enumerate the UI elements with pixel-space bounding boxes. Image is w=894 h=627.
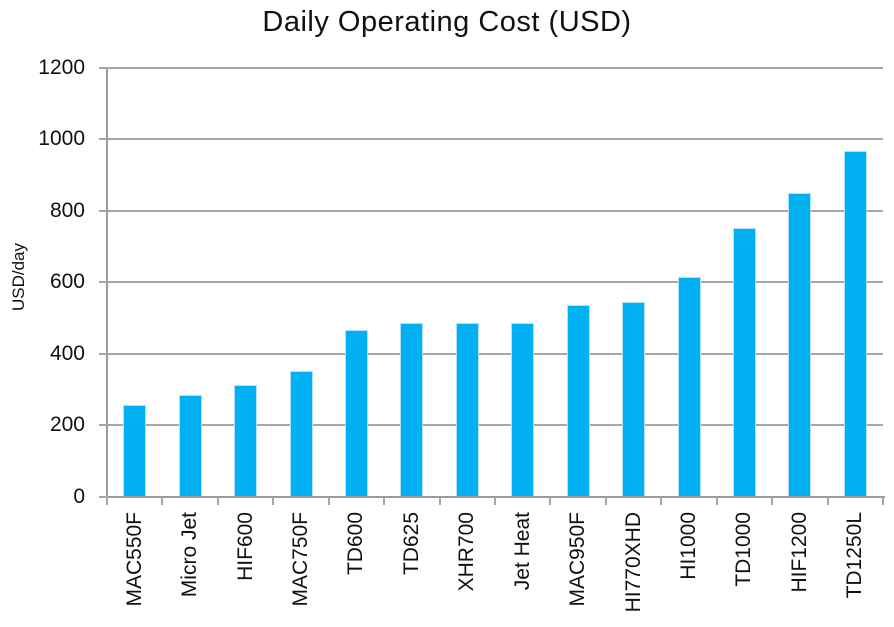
x-tick-4: [327, 497, 330, 505]
bar-HIF600: [234, 385, 258, 497]
x-category-label-TD1000: TD1000: [732, 512, 756, 587]
y-tick-label-800: 800: [49, 198, 85, 222]
x-tick-11: [715, 497, 718, 505]
y-tick-0: [99, 496, 108, 498]
bar-TD600: [344, 330, 368, 497]
y-tick-label-1000: 1000: [38, 127, 85, 151]
x-category-label-HI1000: HI1000: [677, 512, 700, 580]
y-tick-label-1200: 1200: [38, 55, 85, 79]
x-tick-12: [771, 497, 774, 505]
x-tick-0: [106, 497, 108, 505]
x-tick-8: [549, 497, 552, 505]
bar-HIF1200: [788, 192, 812, 497]
x-tick-3: [272, 497, 275, 505]
x-category-label-MAC550F: MAC550F: [122, 512, 146, 607]
x-category-label-TD1250L: TD1250L: [843, 512, 867, 599]
bar-TD1250L: [843, 150, 867, 497]
bar-XHR700: [455, 322, 479, 497]
x-tick-10: [660, 497, 663, 505]
y-tick-label-200: 200: [49, 413, 85, 437]
x-tick-2: [216, 497, 219, 505]
bar-MAC950F: [566, 305, 590, 497]
y-tick-label-0: 0: [73, 485, 85, 508]
y-tick-1200: [99, 66, 108, 69]
gridline-y-400: [107, 352, 883, 355]
gridline-y-800: [107, 209, 883, 212]
x-category-label-TD625: TD625: [399, 512, 423, 576]
y-tick-600: [99, 281, 108, 284]
x-category-label-Micro Jet: Micro Jet: [178, 512, 202, 598]
x-category-label-XHR700: XHR700: [455, 512, 479, 592]
y-tick-800: [99, 209, 108, 212]
y-tick-label-600: 600: [49, 270, 85, 294]
y-tick-400: [99, 352, 108, 355]
chart-title: Daily Operating Cost (USD): [262, 6, 632, 38]
bar-HI770XHD: [622, 301, 646, 497]
x-category-label-Jet Heat: Jet Heat: [510, 512, 534, 591]
bar-HI1000: [677, 276, 701, 497]
bar-TD625: [400, 322, 424, 497]
y-tick-200: [99, 424, 108, 427]
bar-Micro Jet: [178, 394, 202, 497]
x-tick-7: [494, 497, 496, 505]
gridline-y-600: [107, 281, 883, 284]
x-category-label-HIF1200: HIF1200: [787, 512, 811, 593]
gridline-y-1200: [107, 66, 883, 69]
gridline-y-200: [107, 424, 883, 427]
x-tick-1: [161, 497, 164, 505]
gridline-y-1000: [107, 138, 883, 141]
x-tick-6: [438, 497, 441, 505]
x-tick-14: [882, 497, 884, 505]
x-tick-9: [604, 497, 607, 505]
bar-MAC750F: [289, 371, 313, 497]
bar-MAC550F: [123, 405, 147, 497]
y-tick-label-400: 400: [49, 341, 85, 365]
x-category-label-HIF600: HIF600: [233, 512, 257, 581]
x-category-label-TD600: TD600: [344, 512, 368, 576]
x-category-label-MAC750F: MAC750F: [289, 512, 312, 607]
bar-Jet Heat: [511, 322, 535, 497]
x-tick-13: [826, 497, 829, 505]
x-category-label-HI770XHD: HI770XHD: [621, 512, 645, 613]
x-tick-5: [383, 497, 386, 505]
bar-TD1000: [732, 227, 756, 497]
x-category-label-MAC950F: MAC950F: [566, 512, 590, 607]
y-tick-1000: [99, 138, 108, 141]
